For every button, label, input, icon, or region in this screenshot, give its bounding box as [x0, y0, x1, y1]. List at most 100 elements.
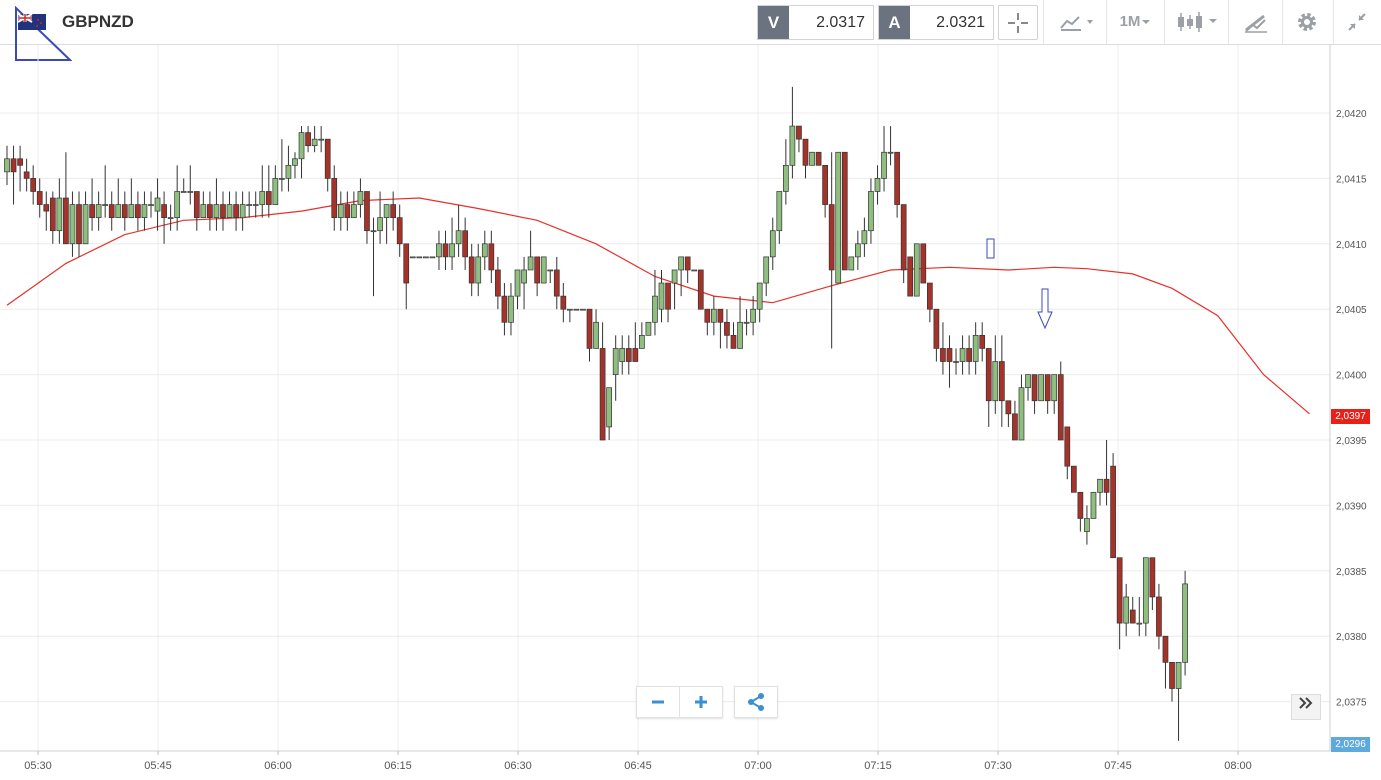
- time-tick-label: 06:30: [504, 760, 532, 772]
- candle-body-up: [756, 282, 763, 310]
- time-axis: 05:30 05:45 06:00 06:15 06:30 06:45 07:00 07:15…: [0, 750, 1330, 772]
- candle-body-up: [1051, 374, 1058, 402]
- candle-body-down: [1044, 374, 1051, 402]
- candle-body-down: [468, 256, 475, 284]
- candle-body-up: [593, 321, 599, 349]
- toolbar-separator: [1043, 0, 1044, 44]
- candle-body-down: [135, 204, 141, 218]
- candle-body-down: [586, 308, 593, 349]
- symbol-title: GBPNZD: [62, 12, 134, 31]
- zoom-in-button[interactable]: [680, 687, 722, 717]
- candle-body-down: [946, 348, 953, 362]
- candle: [953, 348, 959, 375]
- candle-body-up: [645, 321, 652, 336]
- candle-body-down: [998, 361, 1005, 402]
- candle-body-down: [730, 335, 737, 349]
- candle-body-down: [364, 191, 370, 232]
- down-arrow-annotation[interactable]: [1037, 288, 1053, 330]
- candle: [409, 256, 416, 259]
- draw-triangle-shape[interactable]: [14, 6, 72, 62]
- candle-body-down: [1103, 478, 1110, 493]
- candle-body-down: [985, 348, 992, 402]
- candle: [776, 191, 783, 244]
- candle: [423, 256, 429, 259]
- candle: [665, 282, 671, 323]
- collapse-button[interactable]: [1338, 5, 1376, 38]
- candle: [226, 191, 233, 218]
- candle: [704, 308, 711, 336]
- candle: [416, 256, 423, 259]
- candle: [285, 145, 292, 192]
- price-tick-label: 2,0375: [1336, 698, 1367, 709]
- candle: [612, 335, 619, 401]
- candle-body-up: [789, 125, 796, 166]
- price-tick-label: 2,0395: [1336, 436, 1367, 447]
- candle-body-up: [508, 295, 514, 323]
- candle-body-down: [23, 171, 30, 179]
- candle-body-up: [279, 178, 285, 180]
- candle: [946, 335, 953, 388]
- candle: [246, 191, 253, 218]
- candle: [658, 269, 665, 323]
- candle: [1116, 557, 1123, 650]
- zoom-out-button[interactable]: [637, 687, 679, 717]
- candle: [265, 165, 272, 218]
- candle-body-down: [305, 132, 311, 147]
- candle-body-up: [1142, 557, 1149, 624]
- candle-body-up: [285, 164, 292, 179]
- candle: [573, 308, 580, 311]
- candle-body-up: [743, 321, 750, 324]
- candle: [364, 191, 370, 244]
- candle-body-up: [298, 132, 305, 160]
- candle-body-up: [115, 204, 122, 218]
- chart-type-line-button[interactable]: [1052, 5, 1102, 38]
- candle: [868, 178, 874, 244]
- candle: [468, 243, 475, 297]
- candle: [1064, 426, 1071, 480]
- candle-body-down: [1077, 491, 1084, 519]
- candle-body-down: [560, 295, 567, 310]
- candle: [796, 125, 802, 153]
- candle: [678, 256, 684, 297]
- candle: [193, 191, 200, 231]
- sell-price-button[interactable]: V 2.0317: [757, 5, 874, 40]
- candle-body-up: [455, 230, 462, 245]
- candle: [750, 296, 756, 336]
- candle: [272, 165, 279, 205]
- toolbar-separator: [1164, 0, 1165, 44]
- scroll-to-latest-button[interactable]: [1291, 694, 1321, 720]
- candle: [279, 139, 285, 192]
- price-chart[interactable]: 2,0420 2,0415 2,0410 2,0405 2,0400 2,0395 2,03…: [0, 45, 1381, 780]
- candle-body-down: [717, 308, 724, 323]
- candle-body-down: [501, 295, 508, 323]
- candle: [1123, 583, 1130, 637]
- candle-body-up: [481, 243, 488, 258]
- draw-icon: [1245, 14, 1267, 33]
- timeframe-button[interactable]: 1M: [1112, 5, 1160, 38]
- price-axis: 2,0420 2,0415 2,0410 2,0405 2,0400 2,0395 2,03…: [1329, 45, 1367, 751]
- time-tick-label: 05:30: [24, 760, 52, 772]
- candle-body-up: [691, 269, 698, 272]
- selection-marker[interactable]: [986, 238, 995, 259]
- crosshair-button[interactable]: [998, 5, 1038, 40]
- candle: [1070, 465, 1077, 493]
- draw-tools-button[interactable]: [1234, 5, 1278, 38]
- candle-body-up: [737, 321, 743, 349]
- candle: [180, 178, 187, 193]
- settings-button[interactable]: [1288, 5, 1326, 38]
- candle: [1084, 505, 1090, 545]
- candle: [763, 256, 770, 297]
- share-button[interactable]: [735, 687, 777, 717]
- candle-body-up: [180, 191, 187, 193]
- candle: [121, 191, 128, 231]
- sell-label: V: [758, 6, 789, 39]
- candle-body-up: [409, 256, 416, 259]
- candle: [802, 138, 809, 179]
- candlestick-button[interactable]: [1170, 5, 1225, 38]
- buy-price-button[interactable]: A 2.0321: [878, 5, 994, 40]
- candle: [1051, 374, 1058, 414]
- candle-body-down: [553, 269, 560, 297]
- candle-body-up: [174, 191, 181, 218]
- price-tick-label: 2,0415: [1336, 174, 1367, 185]
- candle: [442, 230, 449, 270]
